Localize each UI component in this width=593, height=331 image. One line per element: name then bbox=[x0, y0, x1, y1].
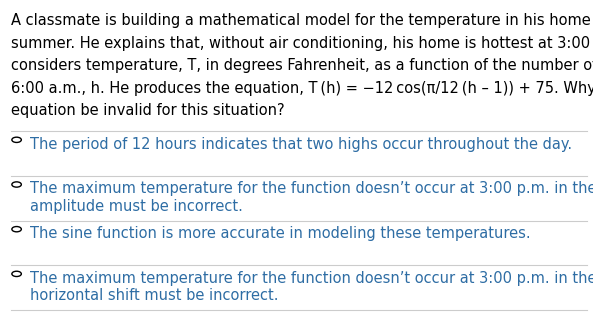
Text: A classmate is building a mathematical model for the temperature in his home dur: A classmate is building a mathematical m… bbox=[11, 13, 593, 28]
Text: The maximum temperature for the function doesn’t occur at 3:00 p.m. in the model: The maximum temperature for the function… bbox=[30, 181, 593, 213]
Text: summer. He explains that, without air conditioning, his home is hottest at 3:00 : summer. He explains that, without air co… bbox=[11, 36, 593, 51]
Text: 6:00 a.m., h. He produces the equation, T (h) = −12 cos(π/12 (h – 1)) + 75. Why : 6:00 a.m., h. He produces the equation, … bbox=[11, 81, 593, 96]
Text: The period of 12 hours indicates that two highs occur throughout the day.: The period of 12 hours indicates that tw… bbox=[30, 136, 572, 152]
Text: The maximum temperature for the function doesn’t occur at 3:00 p.m. in the model: The maximum temperature for the function… bbox=[30, 270, 593, 303]
Text: equation be invalid for this situation?: equation be invalid for this situation? bbox=[11, 103, 284, 118]
Text: The sine function is more accurate in modeling these temperatures.: The sine function is more accurate in mo… bbox=[30, 226, 531, 241]
Text: considers temperature, T, in degrees Fahrenheit, as a function of the number of : considers temperature, T, in degrees Fah… bbox=[11, 58, 593, 73]
